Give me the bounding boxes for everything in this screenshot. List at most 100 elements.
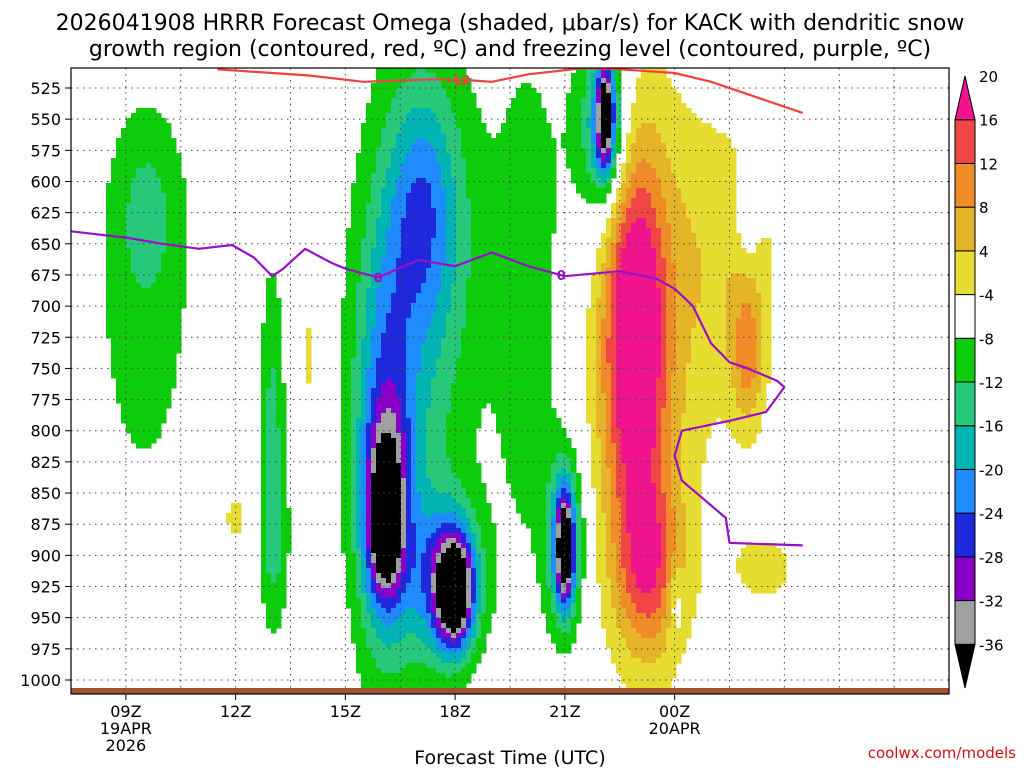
omega-cell xyxy=(386,598,392,604)
omega-cell xyxy=(461,223,467,229)
omega-cell xyxy=(471,138,477,144)
omega-cell xyxy=(446,523,452,529)
omega-cell xyxy=(431,143,437,149)
omega-cell xyxy=(121,198,127,204)
omega-cell xyxy=(416,523,422,529)
omega-cell xyxy=(356,618,362,624)
omega-cell xyxy=(426,588,432,594)
omega-cell xyxy=(151,238,157,244)
omega-cell xyxy=(376,113,382,119)
omega-cell xyxy=(136,258,142,264)
omega-cell xyxy=(266,463,272,469)
omega-cell xyxy=(366,653,372,659)
omega-cell xyxy=(341,433,347,439)
omega-cell xyxy=(436,608,442,614)
omega-cell xyxy=(461,553,467,559)
omega-cell xyxy=(496,263,502,269)
omega-cell xyxy=(346,233,352,239)
omega-cell xyxy=(406,683,412,689)
omega-cell xyxy=(436,498,442,504)
omega-cell xyxy=(501,308,507,314)
omega-cell xyxy=(391,358,397,364)
omega-cell xyxy=(141,388,147,394)
omega-cell xyxy=(396,293,402,299)
omega-cell xyxy=(481,278,487,284)
omega-cell xyxy=(406,158,412,164)
omega-cell xyxy=(406,168,412,174)
omega-cell xyxy=(441,68,447,74)
omega-cell xyxy=(436,528,442,534)
omega-cell xyxy=(361,583,367,589)
omega-cell xyxy=(451,203,457,209)
omega-cell xyxy=(481,233,487,239)
omega-cell xyxy=(436,643,442,649)
omega-cell xyxy=(406,548,412,554)
omega-cell xyxy=(466,253,472,259)
omega-cell xyxy=(371,218,377,224)
omega-cell xyxy=(371,408,377,414)
omega-cell xyxy=(356,333,362,339)
omega-cell xyxy=(491,608,497,614)
omega-cell xyxy=(451,443,457,449)
omega-cell xyxy=(126,243,132,249)
omega-cell xyxy=(111,353,117,359)
omega-cell xyxy=(386,238,392,244)
omega-cell xyxy=(446,583,452,589)
omega-cell xyxy=(506,113,512,119)
omega-cell xyxy=(406,553,412,559)
omega-cell xyxy=(421,608,427,614)
omega-cell xyxy=(421,453,427,459)
omega-cell xyxy=(461,473,467,479)
omega-cell xyxy=(116,223,122,229)
omega-cell xyxy=(126,328,132,334)
omega-cell xyxy=(491,538,497,544)
omega-cell xyxy=(346,253,352,259)
omega-cell xyxy=(446,283,452,289)
omega-cell xyxy=(486,323,492,329)
omega-cell xyxy=(351,543,357,549)
omega-cell xyxy=(426,578,432,584)
omega-cell xyxy=(491,253,497,259)
omega-cell xyxy=(176,343,182,349)
omega-cell xyxy=(476,658,482,664)
omega-cell xyxy=(401,283,407,289)
omega-cell xyxy=(441,228,447,234)
omega-cell xyxy=(406,213,412,219)
omega-cell xyxy=(396,443,402,449)
omega-cell xyxy=(471,543,477,549)
omega-cell xyxy=(351,518,357,524)
omega-cell xyxy=(426,568,432,574)
omega-cell xyxy=(431,638,437,644)
omega-cell xyxy=(461,443,467,449)
omega-cell xyxy=(111,158,117,164)
omega-cell xyxy=(166,313,172,319)
omega-cell xyxy=(476,148,482,154)
omega-cell xyxy=(426,123,432,129)
omega-cell xyxy=(426,593,432,599)
omega-cell xyxy=(266,323,272,329)
omega-cell xyxy=(381,658,387,664)
omega-cell xyxy=(391,298,397,304)
omega-cell xyxy=(396,318,402,324)
omega-cell xyxy=(466,593,472,599)
omega-cell xyxy=(281,393,287,399)
omega-cell xyxy=(181,223,187,229)
omega-cell xyxy=(456,428,462,434)
omega-cell xyxy=(456,348,462,354)
omega-cell xyxy=(286,538,292,544)
omega-cell xyxy=(386,308,392,314)
omega-cell xyxy=(486,538,492,544)
omega-cell xyxy=(356,503,362,509)
omega-cell xyxy=(431,178,437,184)
omega-cell xyxy=(356,273,362,279)
omega-cell xyxy=(276,308,282,314)
omega-cell xyxy=(461,563,467,569)
omega-cell xyxy=(506,143,512,149)
omega-cell xyxy=(456,98,462,104)
omega-cell xyxy=(431,518,437,524)
omega-cell xyxy=(441,198,447,204)
omega-cell xyxy=(371,573,377,579)
omega-cell xyxy=(421,438,427,444)
omega-cell xyxy=(476,353,482,359)
omega-cell xyxy=(381,413,387,419)
